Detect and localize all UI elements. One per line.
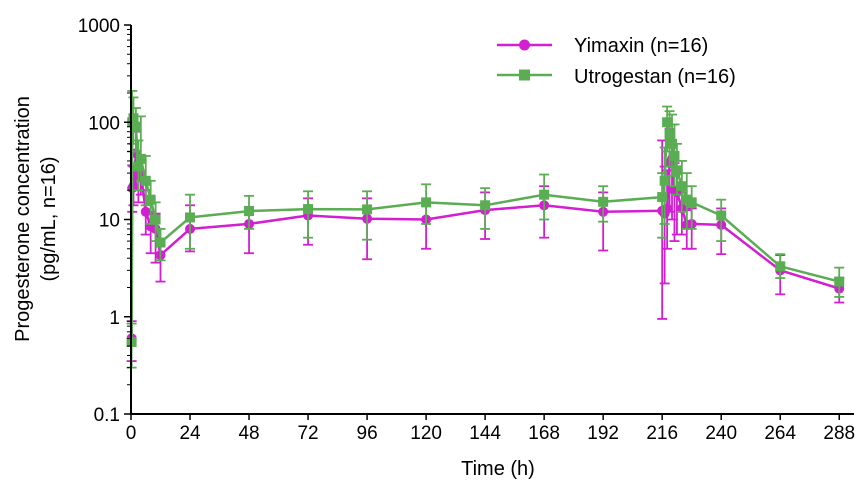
data-point [664, 129, 675, 140]
data-point [155, 237, 166, 248]
data-point [145, 194, 156, 205]
x-tick-label: 216 [646, 423, 678, 444]
x-tick-label: 288 [823, 423, 855, 444]
data-point [150, 214, 161, 225]
series-layer [126, 90, 845, 369]
x-tick-label: 72 [297, 423, 318, 444]
data-point [659, 175, 670, 186]
data-point [539, 189, 550, 200]
data-point [303, 204, 314, 215]
x-tick-label: 192 [587, 423, 619, 444]
y-axis-title-line2: (pg/mL, n=16) [38, 156, 60, 281]
data-point [667, 138, 678, 149]
data-point [140, 175, 151, 186]
data-point [834, 276, 845, 287]
data-point [657, 192, 668, 203]
legend-label-yimaxin: Yimaxin (n=16) [574, 35, 708, 57]
data-point [140, 206, 151, 217]
x-tick-label: 168 [528, 423, 560, 444]
y-tick-label: 1000 [78, 16, 120, 37]
y-tick-label: 100 [88, 113, 120, 134]
data-point [130, 121, 141, 132]
legend-item-utrogestan: Utrogestan (n=16) [497, 66, 736, 88]
series-line-yimaxin [130, 151, 840, 339]
x-tick-label: 48 [238, 423, 259, 444]
data-point [135, 153, 146, 164]
data-point [244, 206, 255, 217]
data-point [686, 197, 697, 208]
series-yimaxin [126, 123, 845, 362]
x-tick-label: 0 [126, 423, 137, 444]
data-point [716, 210, 727, 221]
data-point [671, 165, 682, 176]
legend-marker-yimaxin [519, 39, 530, 51]
x-tick-label: 240 [705, 423, 737, 444]
data-point [133, 161, 144, 172]
data-point [128, 113, 139, 124]
legend-item-yimaxin: Yimaxin (n=16) [497, 35, 708, 57]
data-point [775, 261, 786, 272]
data-point [662, 117, 673, 128]
axes-layer: 0 24 48 72 96 120 144 168 192 216 240 264 288 0.1 1 10 1… [78, 16, 855, 444]
data-point [185, 212, 196, 223]
y-axis-title-line1: Progesterone concentration [12, 96, 34, 342]
data-point [676, 181, 687, 192]
x-tick-label: 264 [764, 423, 796, 444]
y-tick-label: 0.1 [94, 405, 120, 426]
x-tick-label: 120 [410, 423, 442, 444]
data-point [421, 197, 432, 208]
legend-label-utrogestan: Utrogestan (n=16) [574, 66, 736, 88]
data-point [480, 200, 491, 211]
y-tick-label: 10 [99, 211, 120, 232]
data-point [662, 203, 673, 214]
data-point [598, 196, 609, 207]
data-point [362, 204, 373, 215]
legend-marker-utrogestan [519, 69, 530, 81]
x-tick-label: 24 [179, 423, 201, 444]
y-tick-label: 1 [109, 308, 120, 329]
series-utrogestan [126, 90, 845, 369]
data-point [669, 150, 680, 161]
x-tick-label: 96 [357, 423, 378, 444]
legend: Yimaxin (n=16) Utrogestan (n=16) [497, 35, 736, 88]
x-axis-title: Time (h) [461, 458, 535, 480]
x-tick-label: 144 [469, 423, 501, 444]
